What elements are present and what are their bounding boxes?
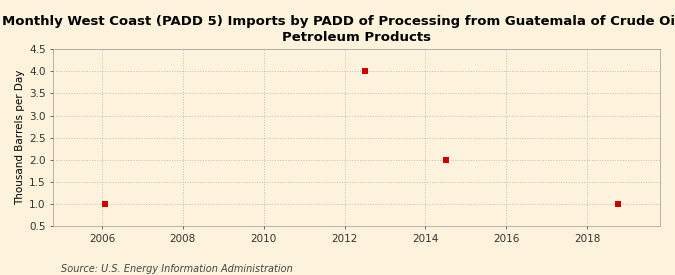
Title: Monthly West Coast (PADD 5) Imports by PADD of Processing from Guatemala of Crud: Monthly West Coast (PADD 5) Imports by P… [1,15,675,44]
Point [440,158,451,162]
Point [100,202,111,206]
Point [359,69,370,74]
Y-axis label: Thousand Barrels per Day: Thousand Barrels per Day [15,70,25,205]
Text: Source: U.S. Energy Information Administration: Source: U.S. Energy Information Administ… [61,264,292,274]
Point [612,202,623,206]
